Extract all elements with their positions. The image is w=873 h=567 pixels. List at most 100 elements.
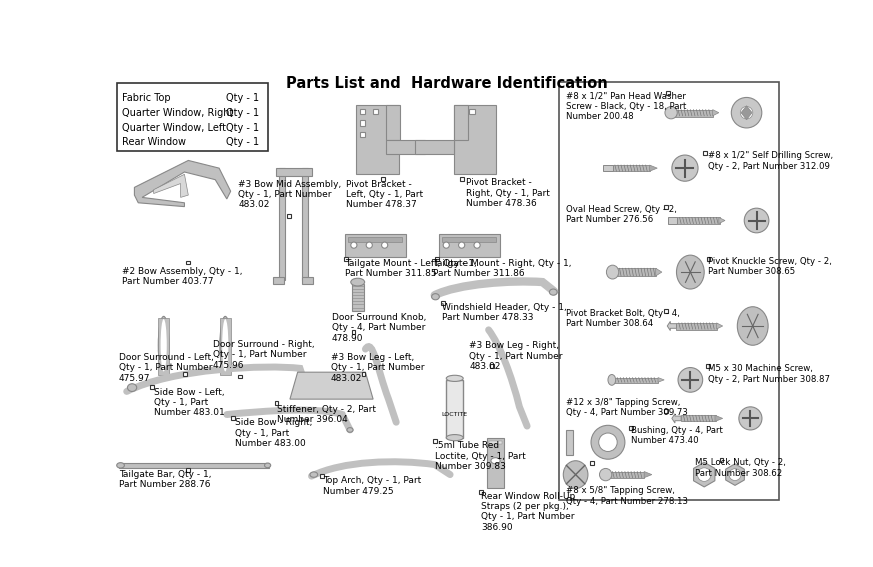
Circle shape bbox=[458, 242, 464, 248]
Text: Qty - 1: Qty - 1 bbox=[226, 108, 259, 118]
Ellipse shape bbox=[599, 433, 617, 451]
Ellipse shape bbox=[563, 461, 588, 488]
Circle shape bbox=[729, 469, 741, 480]
Text: .5ml Tube Red
Loctite, Qty - 1, Part
Number 309.83: .5ml Tube Red Loctite, Qty - 1, Part Num… bbox=[435, 442, 526, 471]
Polygon shape bbox=[650, 165, 657, 171]
Bar bbox=[681, 415, 716, 421]
Bar bbox=[360, 132, 366, 137]
Bar bbox=[279, 168, 285, 280]
Ellipse shape bbox=[347, 428, 353, 432]
Bar bbox=[386, 139, 424, 154]
Circle shape bbox=[474, 242, 480, 248]
Bar bbox=[274, 401, 278, 404]
Ellipse shape bbox=[299, 374, 305, 378]
Ellipse shape bbox=[739, 407, 762, 430]
Ellipse shape bbox=[431, 294, 439, 300]
Text: Qty - 1: Qty - 1 bbox=[226, 122, 259, 133]
Bar bbox=[664, 205, 668, 209]
Bar bbox=[230, 416, 235, 420]
Bar bbox=[479, 490, 484, 494]
Bar bbox=[614, 268, 656, 276]
Polygon shape bbox=[290, 372, 373, 399]
Text: Side Bow - Left,
Qty - 1, Part
Number 483.01: Side Bow - Left, Qty - 1, Part Number 48… bbox=[154, 388, 224, 417]
Polygon shape bbox=[667, 321, 677, 331]
Bar bbox=[677, 217, 719, 223]
Bar bbox=[672, 109, 712, 117]
Polygon shape bbox=[717, 323, 723, 329]
Text: Top Arch, Qty - 1, Part
Number 479.25: Top Arch, Qty - 1, Part Number 479.25 bbox=[323, 476, 422, 496]
Bar bbox=[352, 330, 355, 334]
Ellipse shape bbox=[265, 463, 271, 468]
Ellipse shape bbox=[678, 367, 703, 392]
Bar bbox=[302, 277, 313, 284]
Text: Tailgate Bar, Qty - 1,
Part Number 288.76: Tailgate Bar, Qty - 1, Part Number 288.7… bbox=[119, 470, 211, 489]
Ellipse shape bbox=[220, 316, 230, 374]
Ellipse shape bbox=[591, 425, 625, 459]
Ellipse shape bbox=[491, 458, 500, 464]
Text: Pivot Bracket -
Left, Qty - 1, Part
Number 478.37: Pivot Bracket - Left, Qty - 1, Part Numb… bbox=[347, 180, 423, 209]
Bar bbox=[352, 284, 364, 311]
Ellipse shape bbox=[608, 374, 615, 386]
Bar bbox=[183, 372, 187, 376]
Text: #12 x 3/8" Tapping Screw,
Qty - 4, Part Number 309.73: #12 x 3/8" Tapping Screw, Qty - 4, Part … bbox=[566, 397, 687, 417]
Ellipse shape bbox=[665, 107, 677, 119]
Ellipse shape bbox=[158, 316, 169, 374]
Bar bbox=[381, 177, 385, 181]
Bar bbox=[373, 109, 379, 114]
Bar bbox=[438, 234, 500, 257]
Ellipse shape bbox=[446, 434, 464, 441]
Ellipse shape bbox=[446, 375, 464, 382]
Polygon shape bbox=[603, 165, 613, 171]
Polygon shape bbox=[741, 106, 753, 120]
Polygon shape bbox=[672, 414, 681, 423]
Polygon shape bbox=[134, 160, 230, 206]
Polygon shape bbox=[658, 378, 664, 382]
Ellipse shape bbox=[161, 319, 167, 371]
Bar bbox=[273, 277, 284, 284]
Text: #8 x 1/2" Self Drilling Screw,
Qty - 2, Part Number 312.09: #8 x 1/2" Self Drilling Screw, Qty - 2, … bbox=[708, 151, 833, 171]
Polygon shape bbox=[644, 472, 652, 477]
Bar bbox=[348, 238, 402, 242]
Bar bbox=[186, 468, 189, 472]
Circle shape bbox=[351, 242, 357, 248]
Circle shape bbox=[366, 242, 373, 248]
Ellipse shape bbox=[677, 255, 705, 289]
Text: Door Surround - Right,
Qty - 1, Part Number
475.96: Door Surround - Right, Qty - 1, Part Num… bbox=[213, 340, 314, 370]
Bar bbox=[344, 257, 347, 261]
Bar bbox=[664, 309, 668, 313]
Ellipse shape bbox=[745, 208, 769, 233]
Circle shape bbox=[443, 242, 450, 248]
Ellipse shape bbox=[117, 463, 124, 468]
Bar bbox=[435, 257, 438, 261]
Text: #8 x 5/8" Tapping Screw,
Qty - 4, Part Number 278.13: #8 x 5/8" Tapping Screw, Qty - 4, Part N… bbox=[566, 486, 688, 506]
Ellipse shape bbox=[732, 98, 762, 128]
Bar bbox=[590, 461, 595, 464]
Text: Tailgate Mount - Right, Qty - 1,
Part Number 311.86: Tailgate Mount - Right, Qty - 1, Part Nu… bbox=[433, 259, 572, 278]
Bar bbox=[706, 257, 711, 261]
Text: Bushing, Qty - 4, Part
Number 473.40: Bushing, Qty - 4, Part Number 473.40 bbox=[631, 426, 723, 446]
Text: Pivot Bracket -
Right, Qty - 1, Part
Number 478.36: Pivot Bracket - Right, Qty - 1, Part Num… bbox=[465, 178, 549, 208]
Bar bbox=[441, 301, 444, 305]
Polygon shape bbox=[668, 217, 677, 223]
Bar bbox=[460, 177, 464, 181]
Bar bbox=[119, 463, 269, 468]
Text: M5 x 30 Machine Screw,
Qty - 2, Part Number 308.87: M5 x 30 Machine Screw, Qty - 2, Part Num… bbox=[708, 365, 830, 384]
Text: Door Surround Knob,
Qty - 4, Part Number
478.90: Door Surround Knob, Qty - 4, Part Number… bbox=[332, 313, 426, 342]
Text: Qty - 1: Qty - 1 bbox=[226, 94, 259, 103]
Polygon shape bbox=[718, 217, 725, 223]
Text: Rear Window Roll-Up
Straps (2 per pkg.),
Qty - 1, Part Number
386.90: Rear Window Roll-Up Straps (2 per pkg.),… bbox=[481, 492, 575, 532]
Ellipse shape bbox=[549, 289, 557, 295]
Bar bbox=[360, 109, 366, 114]
Bar bbox=[490, 365, 494, 369]
Bar bbox=[677, 323, 717, 330]
Text: LOCTITE: LOCTITE bbox=[442, 412, 468, 417]
Bar bbox=[446, 380, 464, 438]
Text: #3 Bow Leg - Left,
Qty - 1, Part Number
483.02: #3 Bow Leg - Left, Qty - 1, Part Number … bbox=[331, 353, 424, 383]
Bar bbox=[118, 83, 268, 151]
Bar bbox=[457, 109, 462, 114]
Text: #2 Bow Assembly, Qty - 1,
Part Number 403.77: #2 Bow Assembly, Qty - 1, Part Number 40… bbox=[122, 266, 243, 286]
Bar bbox=[703, 151, 706, 155]
Bar bbox=[186, 261, 189, 264]
Polygon shape bbox=[725, 464, 745, 485]
Text: Door Surround - Left,
Qty - 1, Part Number
475.97: Door Surround - Left, Qty - 1, Part Numb… bbox=[119, 353, 214, 383]
